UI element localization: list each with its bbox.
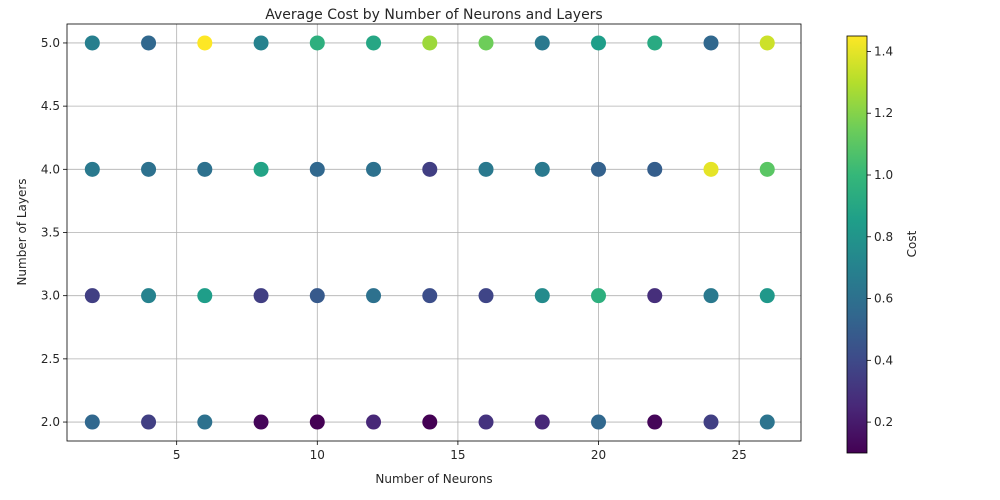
data-points (84, 35, 775, 430)
data-point (647, 414, 663, 430)
data-point (647, 161, 663, 177)
data-point (141, 414, 157, 430)
x-tick-label: 15 (450, 448, 465, 462)
colorbar-tick-label: 0.2 (874, 415, 893, 429)
data-point (309, 414, 325, 430)
data-point (253, 414, 269, 430)
data-point (309, 161, 325, 177)
colorbar-ticks: 0.2 0.4 0.6 0.8 1.0 1.2 1.4 (867, 44, 893, 429)
data-point (591, 161, 607, 177)
colorbar-tick-label: 0.8 (874, 230, 893, 244)
data-point (647, 288, 663, 304)
data-point (422, 414, 438, 430)
y-axis-label: Number of Layers (15, 178, 29, 285)
colorbar-label: Cost (905, 230, 919, 257)
data-point (534, 161, 550, 177)
y-tick-label: 3.5 (41, 226, 60, 240)
colorbar-tick-label: 0.6 (874, 292, 893, 306)
x-tick-label: 5 (173, 448, 181, 462)
data-point (141, 161, 157, 177)
x-axis-ticks: 5 10 15 20 25 (173, 441, 747, 462)
data-point (759, 288, 775, 304)
data-point (703, 288, 719, 304)
colorbar-tick-label: 0.4 (874, 353, 893, 367)
data-point (141, 35, 157, 51)
chart-title: Average Cost by Number of Neurons and La… (265, 7, 602, 23)
data-point (197, 35, 213, 51)
colorbar-tick-label: 1.4 (874, 44, 893, 58)
data-point (591, 414, 607, 430)
data-point (703, 35, 719, 51)
data-point (759, 414, 775, 430)
data-point (422, 288, 438, 304)
data-point (591, 35, 607, 51)
data-point (422, 35, 438, 51)
data-point (703, 414, 719, 430)
data-point (366, 161, 382, 177)
data-point (253, 161, 269, 177)
data-point (591, 288, 607, 304)
data-point (366, 35, 382, 51)
data-point (84, 161, 100, 177)
x-tick-label: 20 (591, 448, 606, 462)
data-point (478, 288, 494, 304)
data-point (703, 161, 719, 177)
data-point (759, 35, 775, 51)
data-point (366, 288, 382, 304)
data-point (647, 35, 663, 51)
data-point (478, 414, 494, 430)
data-point (534, 35, 550, 51)
y-tick-label: 3.0 (41, 289, 60, 303)
data-point (84, 35, 100, 51)
data-point (478, 161, 494, 177)
data-point (366, 414, 382, 430)
data-point (84, 414, 100, 430)
data-point (759, 161, 775, 177)
y-tick-label: 4.0 (41, 162, 60, 176)
y-axis-ticks: 2.0 2.5 3.0 3.5 4.0 4.5 5.0 (41, 36, 67, 429)
grid-lines (67, 24, 801, 441)
y-tick-label: 5.0 (41, 36, 60, 50)
data-point (197, 161, 213, 177)
data-point (422, 161, 438, 177)
data-point (478, 35, 494, 51)
data-point (253, 35, 269, 51)
y-tick-label: 2.0 (41, 415, 60, 429)
data-point (309, 35, 325, 51)
x-tick-label: 25 (731, 448, 746, 462)
y-tick-label: 4.5 (41, 99, 60, 113)
data-point (141, 288, 157, 304)
x-axis-label: Number of Neurons (375, 472, 492, 486)
data-point (534, 414, 550, 430)
colorbar-tick-label: 1.2 (874, 106, 893, 120)
colorbar (846, 35, 868, 454)
data-point (84, 288, 100, 304)
data-point (197, 288, 213, 304)
x-tick-label: 10 (310, 448, 325, 462)
colorbar-tick-label: 1.0 (874, 168, 893, 182)
data-point (309, 288, 325, 304)
data-point (253, 288, 269, 304)
data-point (534, 288, 550, 304)
data-point (197, 414, 213, 430)
y-tick-label: 2.5 (41, 352, 60, 366)
